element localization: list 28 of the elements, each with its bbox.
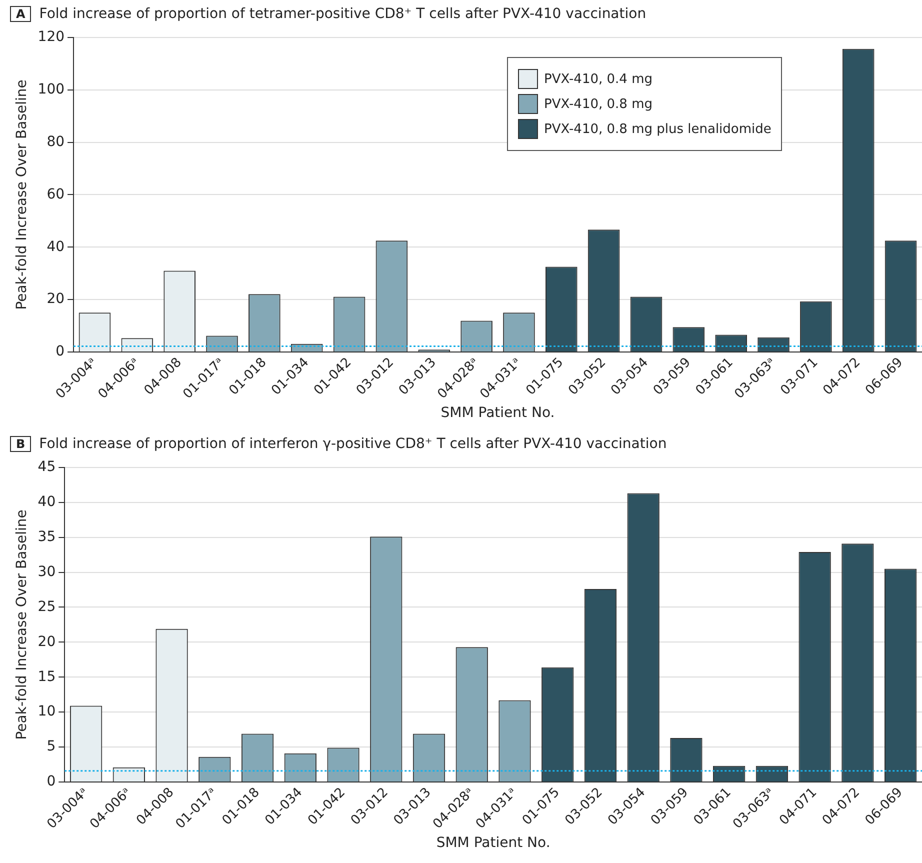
y-tick-label: 30	[38, 564, 56, 580]
legend-label: PVX-410, 0.8 mg	[544, 96, 652, 112]
x-axis-title: SMM Patient No.	[436, 835, 550, 852]
y-tick-label: 40	[38, 494, 56, 510]
y-axis-title: Peak-fold Increase Over Baseline	[14, 510, 30, 740]
y-tick-label: 45	[38, 459, 56, 476]
y-tick-label: 25	[38, 598, 56, 615]
y-tick-label: 20	[38, 634, 56, 650]
y-tick-label: 35	[38, 528, 56, 545]
y-axis-title: Peak-fold Increase Over Baseline	[14, 80, 30, 310]
y-tick-label: 20	[46, 291, 65, 308]
y-tick-label: 0	[56, 344, 65, 360]
y-tick-label: 100	[38, 81, 65, 98]
chart-title: Fold increase of proportion of interferon γ-positive CD8⁺ T cells after PVX-410 vaccination	[39, 436, 667, 452]
text: B	[10, 436, 32, 452]
y-tick-label: 0	[46, 774, 56, 790]
legend-label: PVX-410, 0.8 mg plus lenalidomide	[544, 122, 772, 137]
y-tick-label: 120	[38, 29, 65, 46]
y-tick-label: 15	[38, 668, 56, 685]
y-tick-label: 40	[46, 238, 65, 255]
y-tick-label: 5	[46, 738, 56, 755]
legend-label: PVX-410, 0.4 mg	[544, 72, 652, 87]
chart-title: Fold increase of proportion of tetramer-positive CD8⁺ T cells after PVX-410 vaccination	[39, 6, 646, 22]
y-tick-label: 10	[38, 704, 56, 720]
text: A	[10, 6, 32, 22]
x-axis-title: SMM Patient No.	[440, 405, 555, 422]
y-tick-label: 80	[46, 134, 65, 150]
y-tick-label: 60	[46, 186, 65, 202]
